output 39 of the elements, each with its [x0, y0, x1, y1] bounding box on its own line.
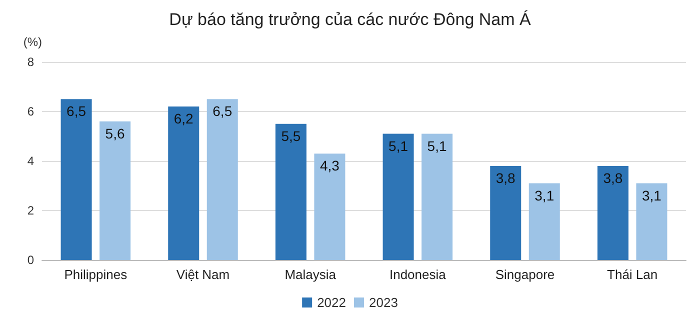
bar	[490, 166, 522, 260]
data-label: 5,1	[427, 138, 447, 154]
data-label: 3,8	[603, 170, 623, 186]
x-tick-label: Malaysia	[284, 267, 337, 282]
bar	[636, 183, 668, 260]
y-axis-title: (%)	[23, 35, 42, 49]
data-label: 5,1	[388, 138, 408, 154]
bar	[206, 99, 238, 260]
bar	[275, 124, 306, 260]
data-label: 3,8	[496, 170, 516, 186]
data-label: 3,1	[642, 187, 662, 204]
y-tick-label: 4	[27, 154, 34, 168]
bar	[528, 183, 560, 260]
bar	[314, 154, 346, 260]
x-tick-label: Philippines	[64, 267, 128, 282]
data-label: 5,5	[281, 128, 301, 144]
bar	[422, 134, 453, 260]
bar	[597, 166, 628, 260]
data-label: 6,5	[212, 103, 232, 120]
y-tick-label: 6	[27, 104, 34, 118]
y-tick-label: 8	[27, 55, 34, 69]
bar	[60, 99, 92, 260]
data-label: 3,1	[534, 187, 554, 204]
bar	[168, 106, 200, 260]
y-tick-label: 0	[27, 253, 34, 267]
x-tick-label: Thái Lan	[607, 267, 658, 282]
legend-label: 2022	[317, 295, 346, 310]
x-tick-label: Singapore	[495, 267, 555, 282]
x-tick-label: Việt Nam	[176, 267, 230, 282]
x-tick-label: Indonesia	[389, 267, 447, 282]
bar	[100, 121, 131, 260]
data-label: 5,6	[105, 125, 125, 142]
data-label: 6,5	[66, 103, 86, 120]
data-label: 4,3	[320, 158, 340, 174]
legend-label: 2023	[369, 295, 398, 310]
data-label: 6,2	[174, 110, 194, 127]
y-tick-label: 2	[27, 204, 34, 218]
bar	[382, 134, 414, 260]
chart-title: Dự báo tăng trưởng của các nước Đông Nam Á	[169, 10, 532, 29]
